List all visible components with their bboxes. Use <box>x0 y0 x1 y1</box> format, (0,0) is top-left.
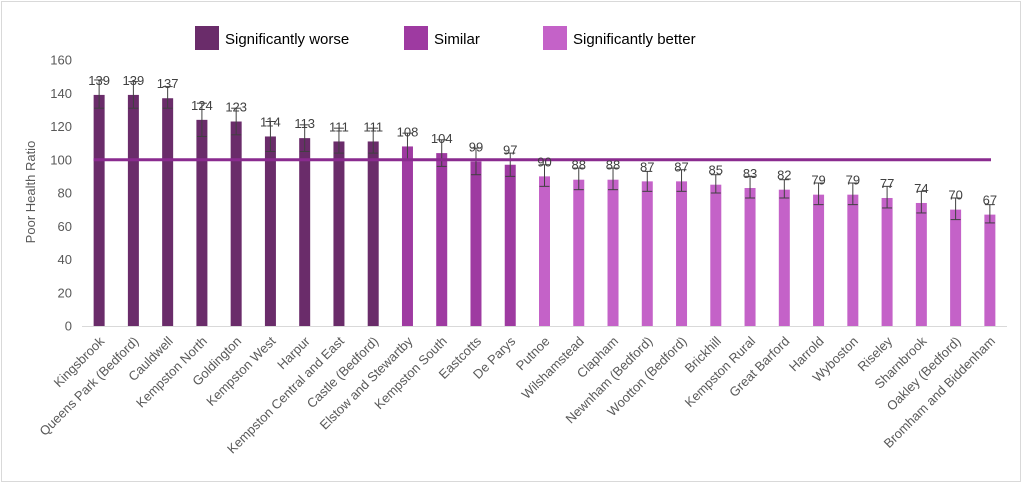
data-label: 79 <box>811 173 825 188</box>
data-label: 88 <box>572 158 586 173</box>
bar <box>881 197 893 326</box>
data-label: 82 <box>777 168 791 183</box>
legend-swatch-1 <box>404 26 428 50</box>
bar <box>230 121 242 326</box>
y-axis: 0 20 40 60 80 100 120 140 160 <box>50 53 72 334</box>
data-label: 139 <box>88 73 110 88</box>
legend-label-0: Significantly worse <box>225 31 349 48</box>
y-tick-label: 20 <box>58 285 72 300</box>
bar <box>539 176 550 326</box>
data-label: 87 <box>674 159 688 174</box>
bars <box>93 94 996 326</box>
legend-swatch-2 <box>543 26 567 50</box>
bar <box>127 94 139 326</box>
data-label: 87 <box>640 159 654 174</box>
bar <box>915 202 927 326</box>
data-label: 111 <box>363 119 383 134</box>
legend-label-1: Similar <box>434 31 480 48</box>
bar <box>93 94 105 326</box>
y-tick-label: 160 <box>50 53 72 68</box>
value-labels: 139 139 137 124 123 114 113 111 111 108 104 99 97 90 8… <box>88 73 997 208</box>
legend: Significantly worse Similar Significantly … <box>195 26 696 50</box>
data-label: 97 <box>503 143 517 158</box>
bar <box>573 179 585 326</box>
data-label: 123 <box>225 100 247 115</box>
error-bars <box>94 79 995 224</box>
bar <box>641 181 653 326</box>
bar <box>813 194 825 326</box>
data-label: 114 <box>260 114 281 129</box>
data-label: 90 <box>537 154 551 169</box>
data-label: 124 <box>191 98 213 113</box>
bar <box>984 214 996 326</box>
y-tick-label: 0 <box>65 319 72 334</box>
bar <box>367 141 379 326</box>
bar <box>744 188 756 326</box>
bar <box>436 153 448 326</box>
y-tick-label: 80 <box>58 186 72 201</box>
data-label: 77 <box>880 176 894 191</box>
bar <box>264 136 276 326</box>
data-label: 67 <box>983 193 997 208</box>
data-label: 99 <box>469 139 483 154</box>
data-label: 70 <box>948 188 962 203</box>
data-label: 137 <box>157 76 179 91</box>
data-label: 74 <box>914 181 928 196</box>
y-tick-label: 140 <box>50 86 72 101</box>
data-label: 111 <box>329 119 349 134</box>
data-label: 113 <box>294 116 315 131</box>
bar <box>299 138 311 326</box>
bar <box>470 161 482 326</box>
bar <box>778 189 790 326</box>
y-tick-label: 100 <box>50 152 72 167</box>
y-tick-label: 40 <box>58 252 72 267</box>
bar <box>950 209 962 326</box>
data-label: 139 <box>123 73 145 88</box>
bar <box>162 98 174 326</box>
data-label: 88 <box>606 158 620 173</box>
bar <box>196 119 208 326</box>
data-label: 104 <box>431 131 453 146</box>
y-tick-label: 120 <box>50 119 72 134</box>
data-label: 83 <box>743 166 757 181</box>
bar <box>504 164 516 326</box>
bar <box>607 179 619 326</box>
y-axis-label: Poor Health Ratio <box>23 141 38 244</box>
bar <box>710 184 722 326</box>
y-tick-label: 60 <box>58 219 72 234</box>
data-label: 85 <box>709 163 723 178</box>
bar <box>847 194 859 326</box>
data-label: 108 <box>397 124 419 139</box>
x-tick-label: Great Barford <box>726 334 792 400</box>
bar <box>676 181 688 326</box>
bar <box>333 141 345 326</box>
legend-label-2: Significantly better <box>573 31 696 48</box>
data-label: 79 <box>846 173 860 188</box>
bar <box>401 146 413 326</box>
legend-swatch-0 <box>195 26 219 50</box>
